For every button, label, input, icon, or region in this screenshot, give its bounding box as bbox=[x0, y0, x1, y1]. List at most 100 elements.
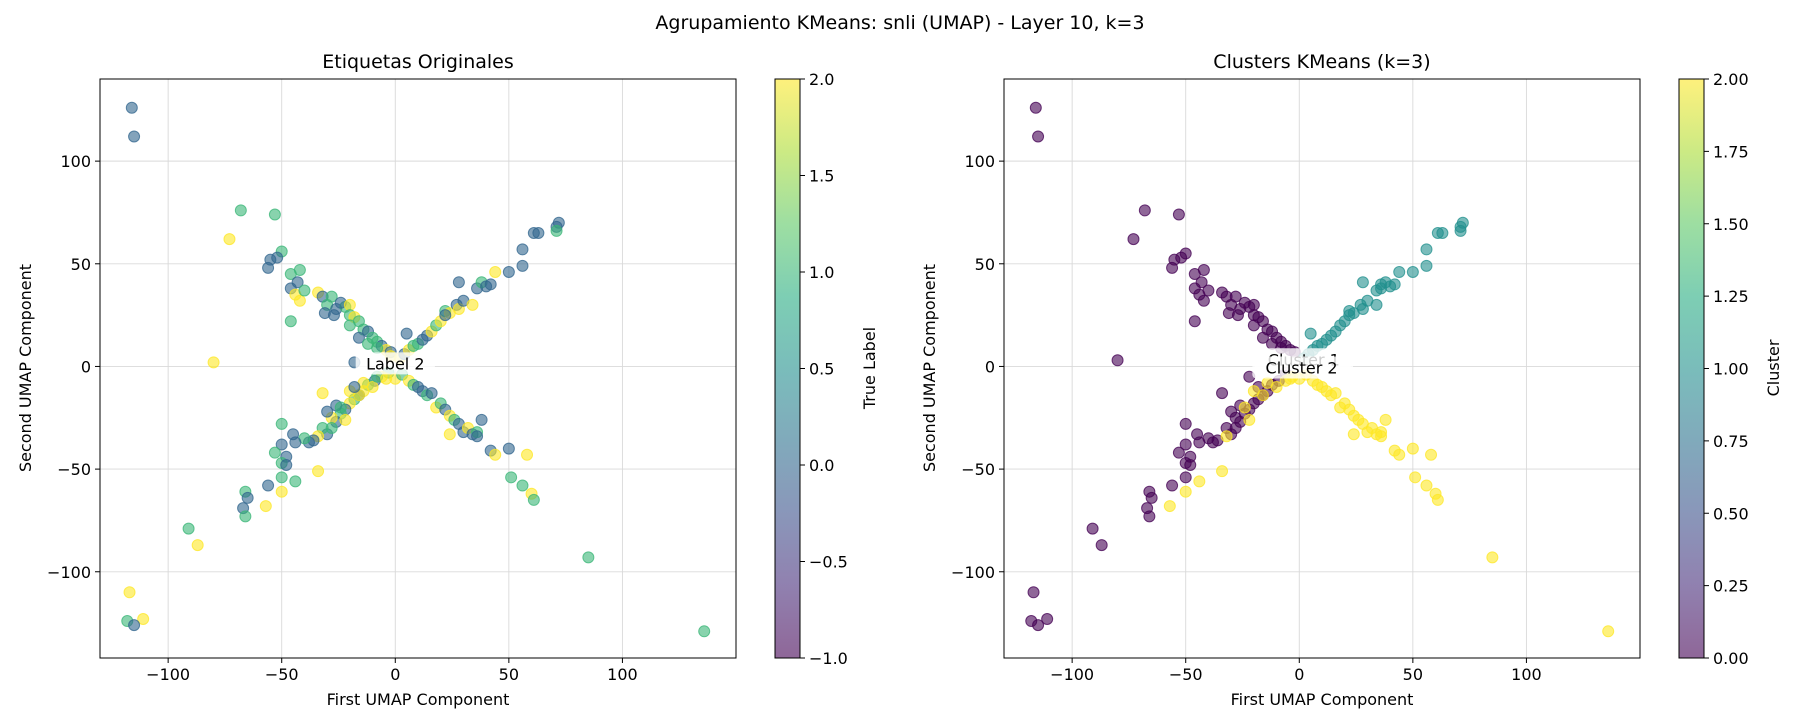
scatter-point bbox=[325, 422, 338, 435]
scatter-point bbox=[1188, 315, 1201, 328]
scatter-point bbox=[1202, 284, 1215, 297]
scatter-point bbox=[1179, 485, 1192, 498]
scatter-point bbox=[1143, 510, 1156, 523]
grid bbox=[1004, 79, 1640, 658]
scatter-point bbox=[1193, 475, 1206, 488]
scatter-point bbox=[1343, 309, 1356, 322]
scatter-point bbox=[1029, 101, 1042, 114]
colorbar-tick-label: 0.0 bbox=[809, 456, 834, 475]
scatter-point bbox=[1184, 459, 1197, 471]
scatter-point bbox=[698, 625, 711, 638]
scatter-point bbox=[1216, 387, 1229, 400]
y-tick-label: −50 bbox=[57, 460, 91, 479]
scatter-point bbox=[1247, 319, 1260, 332]
scatter-point bbox=[275, 438, 288, 451]
scatter-point bbox=[275, 471, 288, 484]
axis-ticks: −100 −50 0 50 100 −100 −50 0 50 100 bbox=[47, 152, 638, 684]
scatter-point bbox=[532, 226, 545, 239]
scatter-point bbox=[334, 401, 347, 414]
scatter-point bbox=[123, 586, 136, 599]
scatter-point bbox=[371, 341, 384, 354]
plot-frame bbox=[99, 78, 737, 659]
colorbar-tick-label: 1.5 bbox=[809, 167, 834, 186]
y-axis-label: Second UMAP Component bbox=[920, 264, 939, 472]
y-tick-label: 50 bbox=[975, 255, 995, 274]
scatter-point bbox=[1172, 208, 1185, 221]
scatter-point bbox=[484, 278, 497, 291]
scatter-point bbox=[182, 522, 195, 535]
scatter-point bbox=[275, 417, 288, 430]
figure-suptitle: Agrupamiento KMeans: snli (UMAP) - Layer… bbox=[655, 12, 1144, 34]
scatter-point bbox=[1086, 522, 1099, 535]
scatter-point bbox=[1238, 401, 1251, 414]
scatter-point bbox=[1379, 413, 1392, 426]
scatter-point bbox=[1406, 442, 1419, 455]
annotation-label: Label 2 bbox=[366, 354, 424, 373]
annotation-box bbox=[355, 352, 435, 375]
colorbar-tick-label: 0.25 bbox=[1713, 577, 1749, 596]
scatter-point bbox=[128, 130, 141, 143]
annotations: Cluster 1Cluster 2 bbox=[1252, 348, 1354, 379]
scatter-point bbox=[327, 309, 340, 322]
scatter-point bbox=[366, 380, 379, 393]
scatter-point bbox=[1197, 294, 1210, 307]
scatter-point bbox=[1409, 471, 1422, 484]
scatter-point bbox=[1166, 479, 1179, 492]
scatter-point bbox=[1486, 551, 1499, 564]
scatter-point bbox=[400, 327, 413, 340]
scatter-point bbox=[1356, 276, 1369, 289]
colorbar-tick-label: 1.0 bbox=[809, 263, 834, 282]
x-axis-label: First UMAP Component bbox=[327, 690, 510, 709]
scatter-point bbox=[321, 405, 334, 418]
scatter-point bbox=[466, 298, 479, 311]
y-tick-label: 0 bbox=[81, 357, 91, 376]
x-tick-label: −100 bbox=[1050, 665, 1094, 684]
colorbar-tick-label: 1.00 bbox=[1713, 360, 1749, 379]
colorbar-tick-label: −0.5 bbox=[809, 553, 848, 572]
scatter-point bbox=[1243, 413, 1256, 426]
scatter-point bbox=[352, 331, 365, 344]
scatter-panel-kmeans-clusters: Clusters KMeans (k=3) −100 −50 0 50 100−100−… bbox=[920, 51, 1783, 709]
scatter-point bbox=[1431, 493, 1444, 506]
scatter-point bbox=[1375, 430, 1388, 443]
scatter-point bbox=[1163, 500, 1176, 513]
scatter-point bbox=[1256, 389, 1269, 402]
scatter-point bbox=[1175, 251, 1188, 264]
scatter-point bbox=[1138, 204, 1151, 217]
scatter-point bbox=[191, 539, 204, 552]
scatter-point bbox=[271, 251, 284, 264]
colorbar-tick-label: 0.50 bbox=[1713, 504, 1749, 523]
scatter-point bbox=[1256, 331, 1269, 344]
colorbar-tick-label: 1.50 bbox=[1713, 215, 1749, 234]
scatter-point bbox=[1420, 243, 1433, 256]
scatter-point bbox=[521, 448, 534, 461]
y-tick-label: 100 bbox=[964, 152, 995, 171]
scatter-point bbox=[268, 208, 281, 221]
scatter-point bbox=[316, 387, 329, 400]
y-axis-label: Second UMAP Component bbox=[16, 264, 35, 472]
annotation-box bbox=[1252, 356, 1351, 379]
scatter-point bbox=[275, 485, 288, 498]
x-tick-label: 50 bbox=[499, 665, 519, 684]
x-axis-label: First UMAP Component bbox=[1231, 690, 1414, 709]
colorbar-tick-label: 1.25 bbox=[1713, 287, 1749, 306]
scatter-point bbox=[1179, 438, 1192, 451]
scatter-point bbox=[471, 430, 484, 443]
x-tick-label: −100 bbox=[146, 665, 190, 684]
annotation-label: Cluster 2 bbox=[1266, 359, 1338, 378]
scatter-point bbox=[1216, 465, 1229, 478]
x-tick-label: 50 bbox=[1403, 665, 1423, 684]
colorbar-tick-label: −1.0 bbox=[809, 649, 848, 668]
scatter-point bbox=[1166, 261, 1179, 274]
x-tick-label: 100 bbox=[1511, 665, 1542, 684]
annotations: Label 2 bbox=[355, 352, 435, 375]
scatter-point bbox=[1247, 298, 1260, 311]
scatter-point bbox=[1347, 428, 1360, 441]
scatter-point bbox=[1111, 354, 1124, 367]
colorbar-tick-label: 1.75 bbox=[1713, 142, 1749, 161]
scatter-point bbox=[516, 243, 529, 256]
scatter-point bbox=[516, 259, 529, 272]
scatter-point bbox=[1229, 422, 1242, 435]
scatter-point bbox=[339, 413, 352, 426]
